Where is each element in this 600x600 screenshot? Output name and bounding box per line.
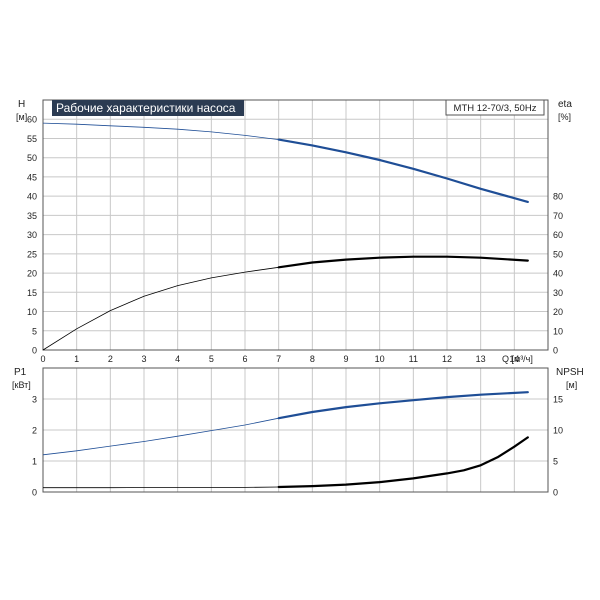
left-tick-label: 0 bbox=[32, 488, 37, 498]
right-tick-label: 60 bbox=[553, 230, 563, 240]
x-tick-label: 8 bbox=[310, 354, 315, 364]
bottom-left-axis-unit: [кВт] bbox=[12, 380, 31, 390]
left-tick-label: 20 bbox=[27, 269, 37, 279]
left-tick-label: 30 bbox=[27, 230, 37, 240]
x-tick-label: 12 bbox=[442, 354, 452, 364]
x-tick-label: 10 bbox=[375, 354, 385, 364]
top-panel-grid bbox=[43, 100, 548, 350]
right-tick-label: 30 bbox=[553, 288, 563, 298]
x-tick-label: 3 bbox=[141, 354, 146, 364]
top-panel-series bbox=[42, 122, 529, 351]
bottom-series-0-thin bbox=[42, 391, 528, 456]
bottom-panel-tick-labels: 0 1 2 3 0 5 10 15 bbox=[32, 395, 563, 498]
left-tick-label: 3 bbox=[32, 395, 37, 405]
left-tick-label: 40 bbox=[27, 192, 37, 202]
bottom-left-axis-label: P1 bbox=[14, 367, 27, 378]
left-tick-label: 45 bbox=[27, 172, 37, 182]
x-tick-label: 6 bbox=[242, 354, 247, 364]
left-tick-label: 5 bbox=[32, 326, 37, 336]
right-tick-label: 80 bbox=[553, 192, 563, 202]
x-tick-label: 7 bbox=[276, 354, 281, 364]
bottom-right-axis-unit: [м] bbox=[566, 380, 577, 390]
model-label-box bbox=[445, 99, 545, 116]
top-series-0-operating bbox=[277, 138, 529, 203]
x-tick-label: 1 bbox=[74, 354, 79, 364]
left-tick-label: 55 bbox=[27, 134, 37, 144]
right-tick-label: 70 bbox=[553, 211, 563, 221]
x-tick-label: 4 bbox=[175, 354, 180, 364]
left-tick-label: 60 bbox=[27, 115, 37, 125]
left-tick-label: 25 bbox=[27, 249, 37, 259]
left-tick-label: 1 bbox=[32, 457, 37, 467]
x-tick-label: 0 bbox=[40, 354, 45, 364]
top-right-axis-unit: [%] bbox=[558, 112, 571, 122]
x-tick-label: 9 bbox=[343, 354, 348, 364]
left-tick-label: 15 bbox=[27, 288, 37, 298]
left-tick-label: 2 bbox=[32, 426, 37, 436]
top-left-axis-label: H bbox=[18, 99, 25, 110]
bottom-right-axis-label: NPSH bbox=[556, 367, 584, 378]
x-tick-label: 11 bbox=[409, 354, 418, 364]
top-series-1-operating bbox=[277, 255, 529, 269]
top-left-axis-unit: [м] bbox=[16, 112, 27, 122]
x-tick-label: 2 bbox=[108, 354, 113, 364]
x-tick-label: 14 bbox=[509, 354, 519, 364]
right-tick-label: 40 bbox=[553, 269, 563, 279]
bottom-panel-frame bbox=[42, 367, 549, 493]
top-series-0-thin bbox=[42, 122, 528, 203]
bottom-series-1-thin bbox=[43, 437, 529, 489]
right-tick-label: 15 bbox=[553, 395, 563, 405]
left-tick-label: 0 bbox=[32, 346, 37, 356]
x-tick-label: 5 bbox=[209, 354, 214, 364]
right-tick-label: 0 bbox=[553, 346, 558, 356]
chart-title: Рабочие характеристики насоса bbox=[56, 101, 236, 115]
left-tick-label: 10 bbox=[27, 307, 37, 317]
right-tick-label: 10 bbox=[553, 426, 563, 436]
left-tick-label: 50 bbox=[27, 153, 37, 163]
top-series-1-thin bbox=[42, 256, 528, 351]
right-tick-label: 0 bbox=[553, 488, 558, 498]
right-tick-label: 50 bbox=[553, 249, 563, 259]
x-tick-label: 13 bbox=[476, 354, 486, 364]
model-label: MTH 12-70/3, 50Hz bbox=[454, 103, 537, 114]
right-tick-label: 5 bbox=[553, 457, 558, 467]
top-right-axis-label: eta bbox=[558, 99, 572, 110]
x-axis-label: Q [м³/ч] bbox=[502, 354, 533, 364]
right-tick-label: 10 bbox=[553, 326, 563, 336]
top-panel-tick-labels: 0510152025303540455055600102030405060708… bbox=[27, 115, 563, 364]
bottom-panel-grid bbox=[43, 368, 548, 492]
chart-title-box bbox=[52, 100, 244, 116]
bottom-panel-series bbox=[42, 391, 529, 489]
bottom-series-0-operating bbox=[277, 391, 529, 420]
left-tick-label: 35 bbox=[27, 211, 37, 221]
bottom-series-1-operating bbox=[277, 436, 529, 489]
top-panel-frame bbox=[42, 99, 549, 351]
right-tick-label: 20 bbox=[553, 307, 563, 317]
